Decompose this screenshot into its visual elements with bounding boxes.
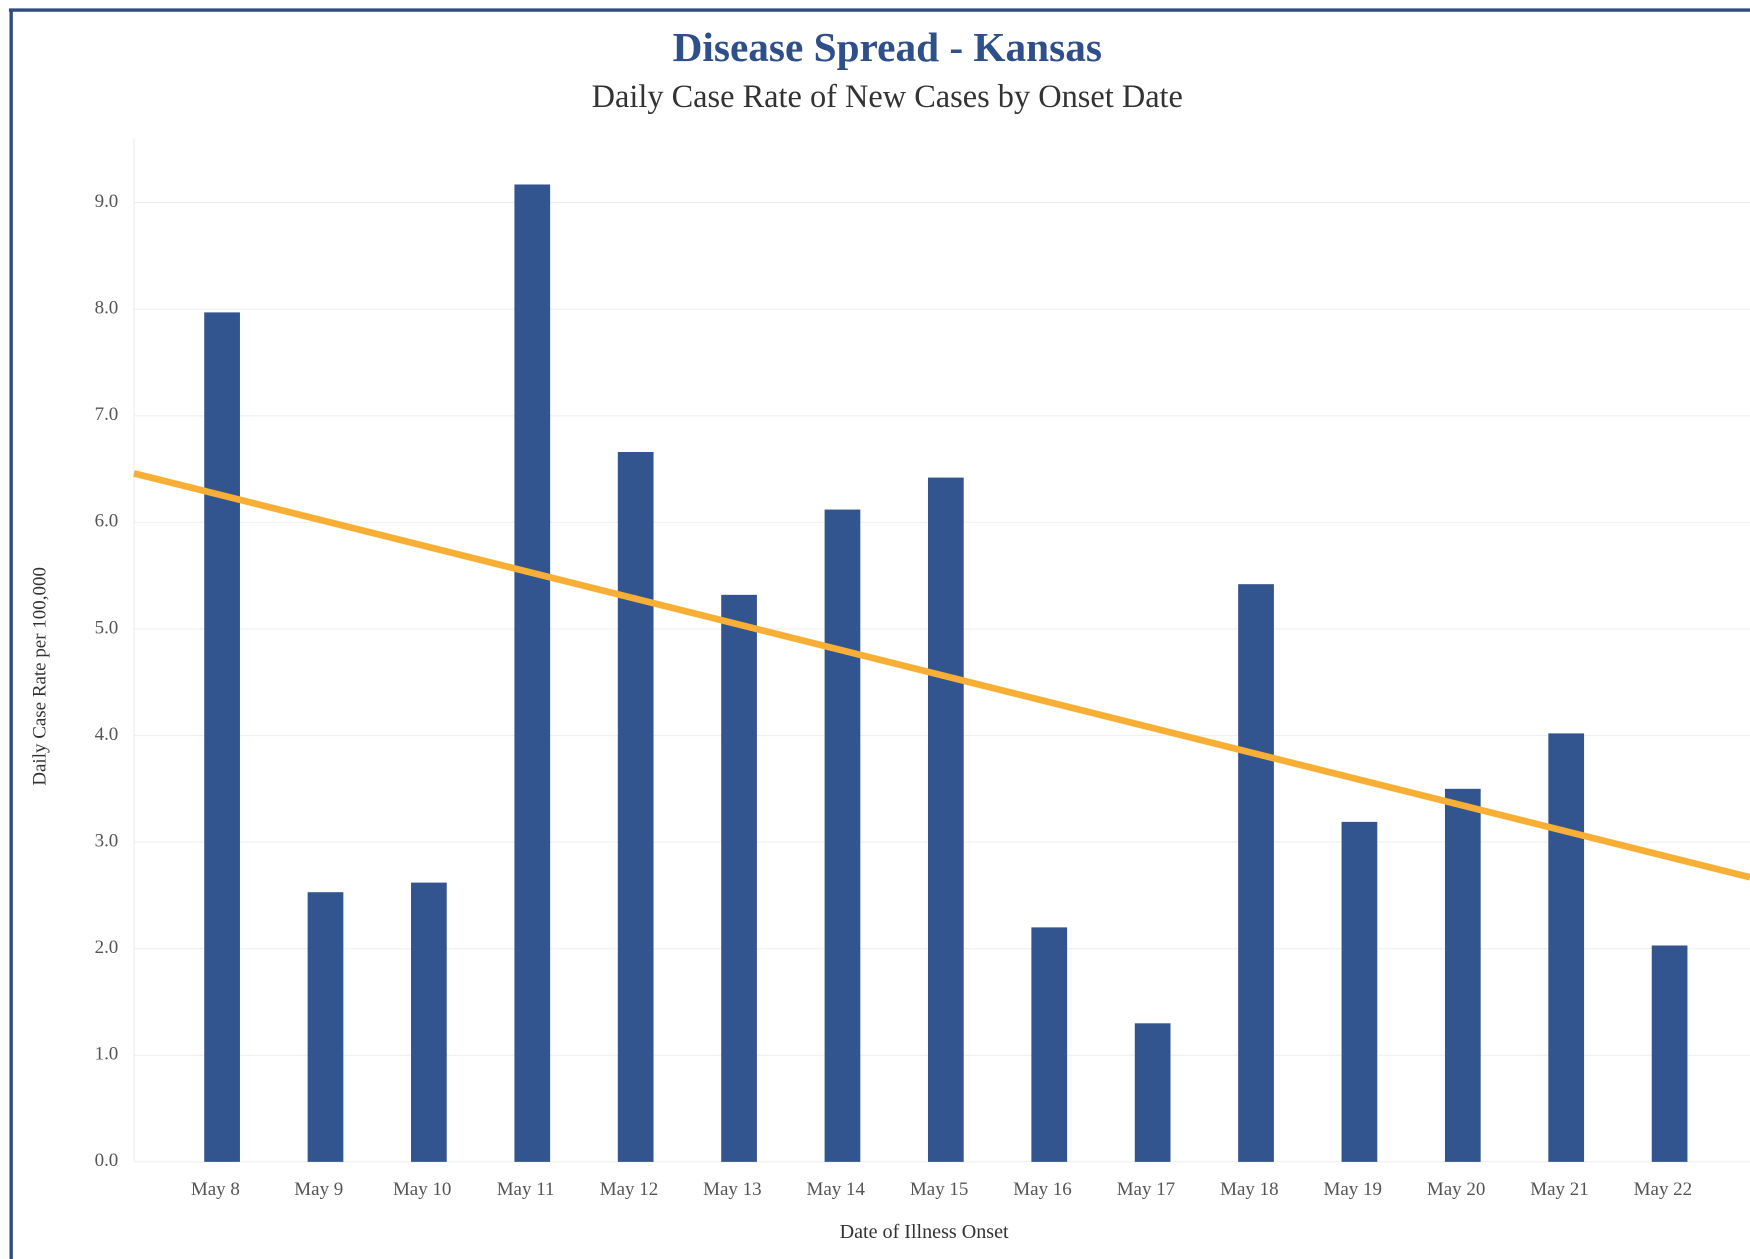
bar <box>1341 821 1378 1162</box>
y-tick-label: 6.0 <box>95 511 119 532</box>
y-tick-label: 3.0 <box>95 830 119 851</box>
x-axis-title: Date of Illness Onset <box>840 1221 1009 1243</box>
y-tick-label: 7.0 <box>95 404 119 425</box>
bar <box>1134 1023 1171 1162</box>
chart-subtitle: Daily Case Rate of New Cases by Onset Da… <box>592 78 1183 114</box>
bar <box>1548 733 1585 1162</box>
y-tick-label: 2.0 <box>95 937 119 958</box>
x-tick-label: May 14 <box>807 1179 866 1200</box>
x-tick-label: May 13 <box>703 1179 761 1200</box>
bar <box>617 452 654 1162</box>
bar <box>514 184 551 1162</box>
bar <box>721 594 757 1162</box>
y-tick-label: 9.0 <box>95 191 119 212</box>
chart-title: Disease Spread - Kansas <box>673 24 1102 70</box>
y-axis-title: Daily Case Rate per 100,000 <box>30 567 51 786</box>
y-tick-label: 0.0 <box>95 1150 119 1171</box>
y-tick-label: 1.0 <box>95 1044 119 1065</box>
x-tick-label: May 16 <box>1013 1179 1071 1200</box>
x-tick-label: May 18 <box>1220 1179 1278 1200</box>
x-tick-label: May 8 <box>191 1179 240 1200</box>
bar <box>307 892 344 1162</box>
bar <box>1444 788 1481 1162</box>
bar <box>927 477 964 1162</box>
bar <box>411 882 447 1162</box>
bar <box>1651 945 1688 1162</box>
x-tick-label: May 12 <box>600 1179 658 1200</box>
y-tick-label: 8.0 <box>95 298 119 319</box>
x-tick-label: May 15 <box>910 1179 968 1200</box>
x-tick-label: May 19 <box>1323 1179 1381 1200</box>
bar <box>204 312 240 1162</box>
bar <box>1238 584 1274 1162</box>
bar <box>824 509 861 1162</box>
x-tick-label: May 11 <box>497 1179 555 1200</box>
x-tick-label: May 22 <box>1634 1179 1692 1200</box>
x-tick-label: May 21 <box>1530 1179 1588 1200</box>
y-tick-label: 4.0 <box>95 724 119 745</box>
bar <box>1031 927 1068 1162</box>
x-tick-label: May 20 <box>1427 1179 1485 1200</box>
x-tick-label: May 17 <box>1117 1179 1175 1200</box>
x-tick-label: May 10 <box>393 1179 451 1200</box>
y-tick-label: 5.0 <box>95 617 119 638</box>
x-tick-label: May 9 <box>294 1179 343 1200</box>
trend-line <box>133 470 1750 881</box>
